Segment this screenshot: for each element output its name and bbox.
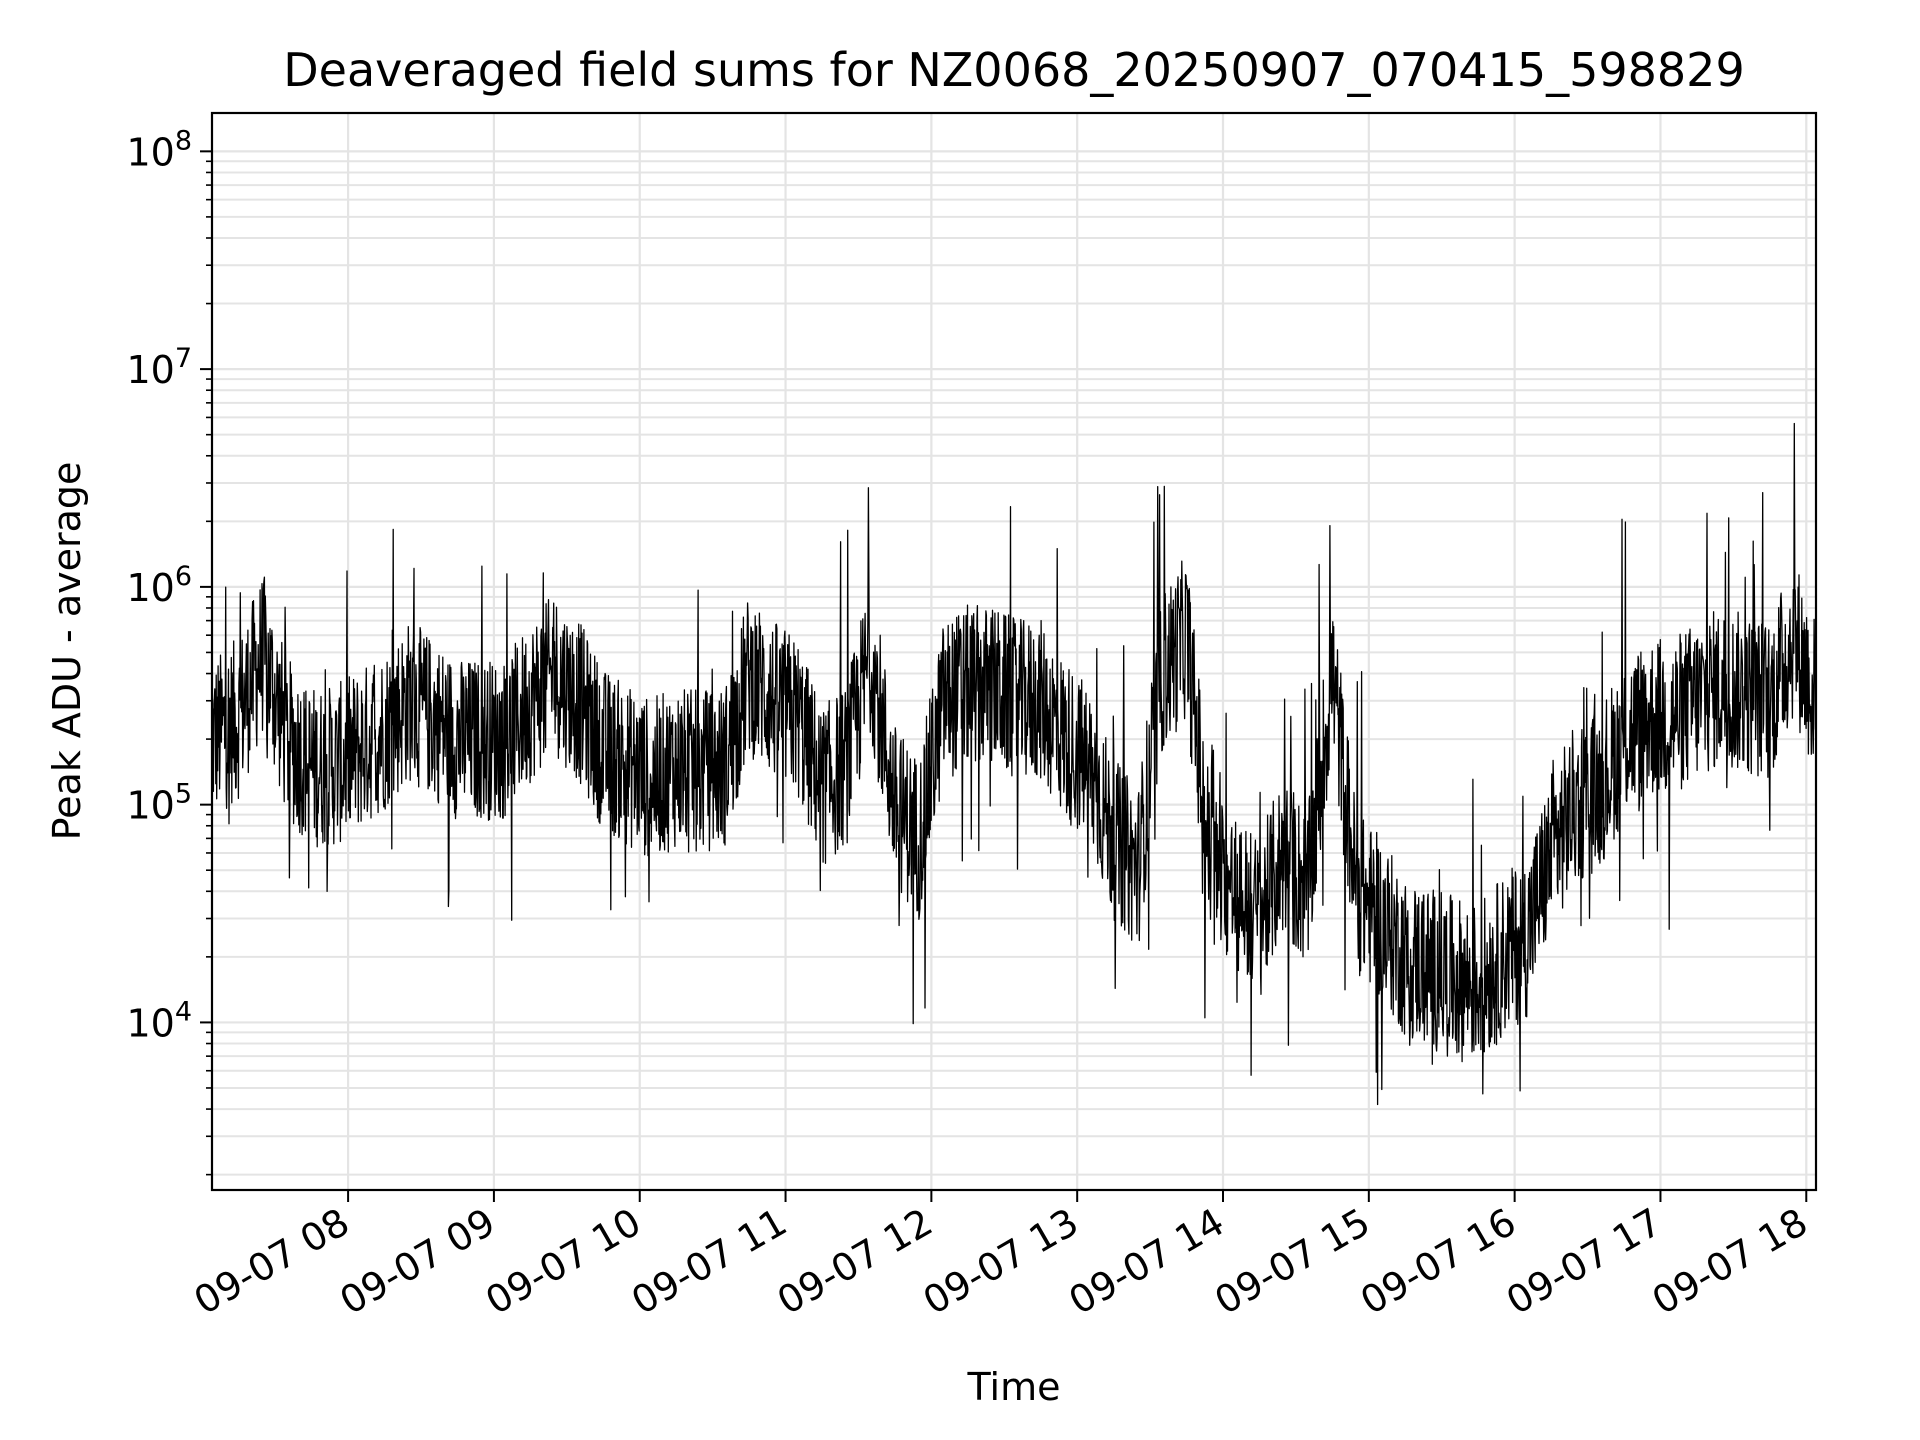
y-tick-label: 107 <box>126 343 192 392</box>
y-tick-label: 108 <box>126 125 192 174</box>
y-tick-label: 106 <box>126 561 192 610</box>
y-tick-label: 104 <box>126 996 192 1045</box>
y-tick-label: 105 <box>126 779 192 828</box>
series-line <box>211 422 1817 1106</box>
series-path <box>211 422 1817 1106</box>
chart-title: Deaveraged field sums for NZ0068_2025090… <box>283 43 1744 97</box>
y-axis-label: Peak ADU - average <box>45 462 89 841</box>
x-axis-label: Time <box>967 1365 1061 1409</box>
y-axis: 104 105 106 107 108 <box>126 125 212 1176</box>
grid <box>212 113 1816 1190</box>
plot-frame <box>210 111 1818 1192</box>
